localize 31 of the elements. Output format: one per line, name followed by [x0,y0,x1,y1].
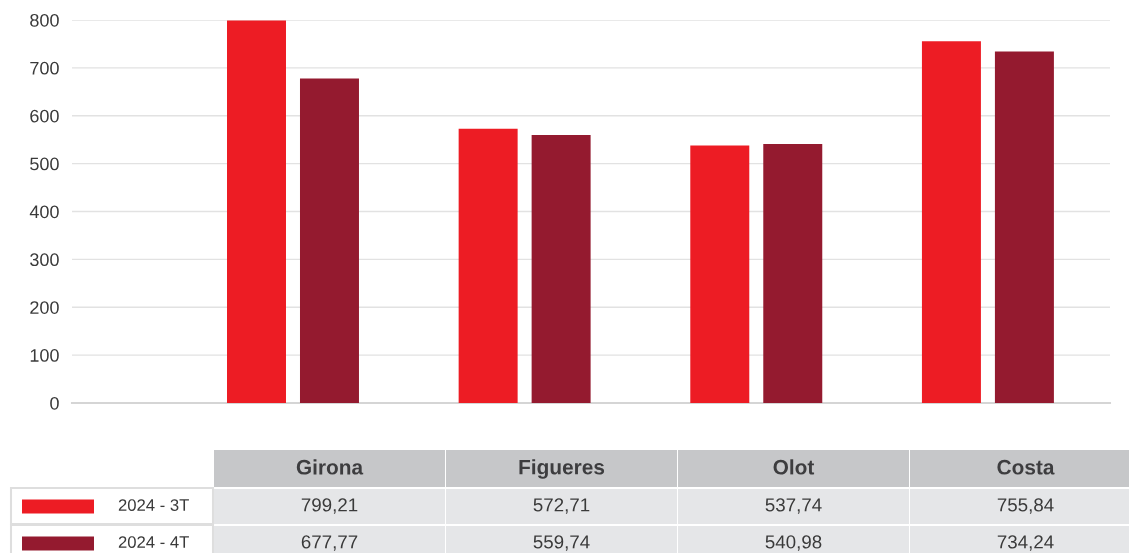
legend-label: 2024 - 3T [118,499,189,511]
y-tick-label: 700 [30,61,59,75]
y-tick-label: 500 [30,157,59,171]
bar [458,128,518,403]
data-label: 734,24 [997,535,1054,551]
y-tick-label: 400 [29,205,59,219]
x-tick-label: Girona [296,459,364,475]
data-label: 572,71 [533,498,590,514]
y-tick-label: 800 [30,13,59,27]
y-tick-label: 100 [30,349,59,362]
bar [531,135,591,403]
data-label: 677,77 [301,535,358,551]
x-tick-label: Olot [773,459,815,475]
x-tick-label: Costa [997,459,1055,475]
data-label: 799,21 [301,498,358,514]
y-tick-label: 300 [30,253,59,267]
y-tick-label: 600 [30,109,59,123]
x-tick-label: Figueres [519,459,605,479]
legend-label: 2024 - 4T [118,536,189,548]
bar [763,144,823,403]
bar [690,145,750,403]
bar [299,78,359,403]
bar [994,51,1054,403]
data-label: 559,74 [533,535,590,551]
data-label: 755,84 [997,498,1054,514]
data-label: 537,74 [765,498,822,514]
y-tick-label: 200 [30,301,59,314]
data-label: 540,98 [765,535,822,551]
bar [921,41,981,403]
y-tick-label: 0 [50,396,59,410]
bar [227,20,286,403]
